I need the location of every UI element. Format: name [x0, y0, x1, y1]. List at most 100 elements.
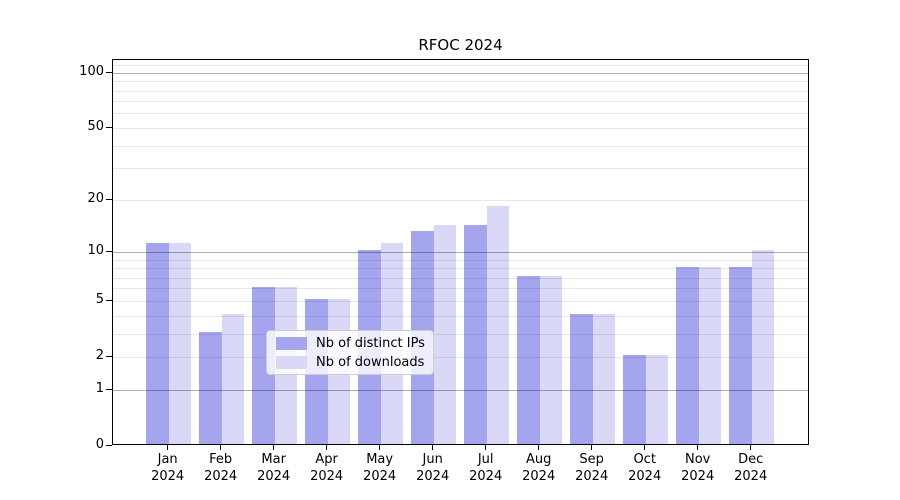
legend-row-downloads: Nb of downloads [276, 355, 424, 370]
bar-nb-of-downloads-jul [486, 206, 510, 444]
x-tick-month-jan: Jan [157, 452, 178, 467]
y-tick-label-10: 10 [87, 243, 104, 259]
bar-nb-of-distinct-ips-mar [252, 286, 275, 444]
x-tick-year-mar: 2024 [257, 468, 291, 484]
x-tick-month-jul: Jul [477, 452, 494, 467]
y-tick-label-20: 20 [87, 191, 104, 207]
gridline-minor-9 [113, 259, 808, 261]
gridline-minor-50 [113, 127, 808, 129]
x-tick-aug [538, 445, 540, 450]
x-tick-month-dec: Dec [738, 452, 764, 467]
x-tick-label-sep: Sep 2024 [550, 452, 634, 485]
x-tick-label-apr: Apr 2024 [285, 452, 369, 485]
bar-nb-of-distinct-ips-oct [623, 355, 646, 444]
x-tick-month-mar: Mar [261, 452, 286, 467]
gridline-minor-110 [113, 65, 808, 67]
bar-nb-of-downloads-jan [168, 243, 192, 444]
x-tick-year-may: 2024 [363, 468, 397, 484]
x-tick-label-may: May 2024 [338, 452, 422, 485]
bar-nb-of-downloads-aug [539, 276, 563, 444]
gridline-major-10 [113, 251, 808, 253]
bar-nb-of-distinct-ips-jul [464, 225, 487, 444]
x-tick-label-nov: Nov 2024 [656, 452, 740, 485]
x-tick-month-apr: Apr [315, 452, 338, 467]
x-tick-jan [167, 445, 169, 450]
x-tick-year-jun: 2024 [416, 468, 450, 484]
y-tick-label-100: 100 [79, 64, 104, 80]
legend-label-distinct-ips: Nb of distinct IPs [316, 335, 425, 351]
x-tick-year-jul: 2024 [469, 468, 503, 484]
x-tick-may [379, 445, 381, 450]
x-tick-month-oct: Oct [633, 452, 656, 467]
x-tick-year-dec: 2024 [734, 468, 768, 484]
x-tick-label-dec: Dec 2024 [709, 452, 793, 485]
x-tick-jun [432, 445, 434, 450]
bar-nb-of-downloads-nov [698, 266, 722, 444]
x-tick-mar [273, 445, 275, 450]
legend: Nb of distinct IPs Nb of downloads [266, 330, 434, 375]
gridline-minor-60 [113, 113, 808, 115]
x-tick-label-jun: Jun 2024 [391, 452, 475, 485]
y-tick-5 [106, 299, 112, 301]
bar-nb-of-distinct-ips-aug [517, 276, 540, 444]
gridline-minor-90 [113, 81, 808, 83]
x-tick-month-may: May [366, 452, 394, 467]
x-tick-year-aug: 2024 [522, 468, 556, 484]
bar-nb-of-distinct-ips-nov [676, 266, 699, 444]
x-tick-label-jul: Jul 2024 [444, 452, 528, 485]
y-tick-label-5: 5 [95, 292, 104, 308]
x-tick-feb [220, 445, 222, 450]
x-tick-year-sep: 2024 [575, 468, 609, 484]
bar-nb-of-downloads-sep [592, 314, 616, 444]
y-tick-10 [106, 250, 112, 252]
y-tick-50 [106, 126, 112, 128]
y-tick-label-1: 1 [95, 381, 104, 397]
x-tick-month-aug: Aug [525, 452, 552, 467]
x-tick-month-jun: Jun [422, 452, 443, 467]
x-tick-nov [697, 445, 699, 450]
bar-nb-of-distinct-ips-jan [146, 243, 169, 444]
x-tick-label-aug: Aug 2024 [497, 452, 581, 485]
plot-area [112, 59, 809, 445]
x-tick-year-jan: 2024 [151, 468, 185, 484]
x-tick-year-apr: 2024 [310, 468, 344, 484]
y-tick-label-2: 2 [95, 348, 104, 364]
x-tick-apr [326, 445, 328, 450]
x-tick-sep [591, 445, 593, 450]
x-tick-month-sep: Sep [579, 452, 604, 467]
x-tick-jul [485, 445, 487, 450]
bar-nb-of-downloads-dec [751, 250, 775, 444]
x-tick-year-feb: 2024 [204, 468, 238, 484]
bar-nb-of-downloads-oct [645, 355, 669, 444]
bar-nb-of-downloads-jun [433, 225, 457, 444]
gridline-minor-80 [113, 90, 808, 92]
x-tick-year-nov: 2024 [681, 468, 715, 484]
y-tick-20 [106, 198, 112, 200]
legend-label-downloads: Nb of downloads [316, 354, 425, 370]
chart-title: RFOC 2024 [418, 36, 503, 54]
bar-nb-of-distinct-ips-feb [199, 332, 222, 444]
bar-nb-of-distinct-ips-sep [570, 314, 593, 444]
bar-nb-of-downloads-feb [221, 314, 245, 444]
x-tick-year-oct: 2024 [628, 468, 662, 484]
y-tick-label-50: 50 [87, 119, 104, 135]
legend-row-distinct-ips: Nb of distinct IPs [276, 335, 425, 351]
x-tick-label-feb: Feb 2024 [179, 452, 263, 485]
y-tick-0 [106, 444, 112, 446]
gridline-minor-20 [113, 199, 808, 201]
x-tick-label-mar: Mar 2024 [232, 452, 316, 485]
y-tick-100 [106, 71, 112, 73]
y-tick-label-0: 0 [95, 437, 104, 452]
bar-nb-of-distinct-ips-dec [729, 266, 752, 444]
gridline-major-100 [113, 72, 808, 74]
x-tick-dec [750, 445, 752, 450]
x-tick-label-jan: Jan 2024 [126, 452, 210, 485]
gridline-minor-30 [113, 168, 808, 170]
gridline-minor-70 [113, 101, 808, 103]
x-tick-oct [644, 445, 646, 450]
y-tick-1 [106, 388, 112, 390]
x-tick-label-oct: Oct 2024 [603, 452, 687, 485]
y-tick-2 [106, 355, 112, 357]
x-tick-month-nov: Nov [685, 452, 711, 467]
